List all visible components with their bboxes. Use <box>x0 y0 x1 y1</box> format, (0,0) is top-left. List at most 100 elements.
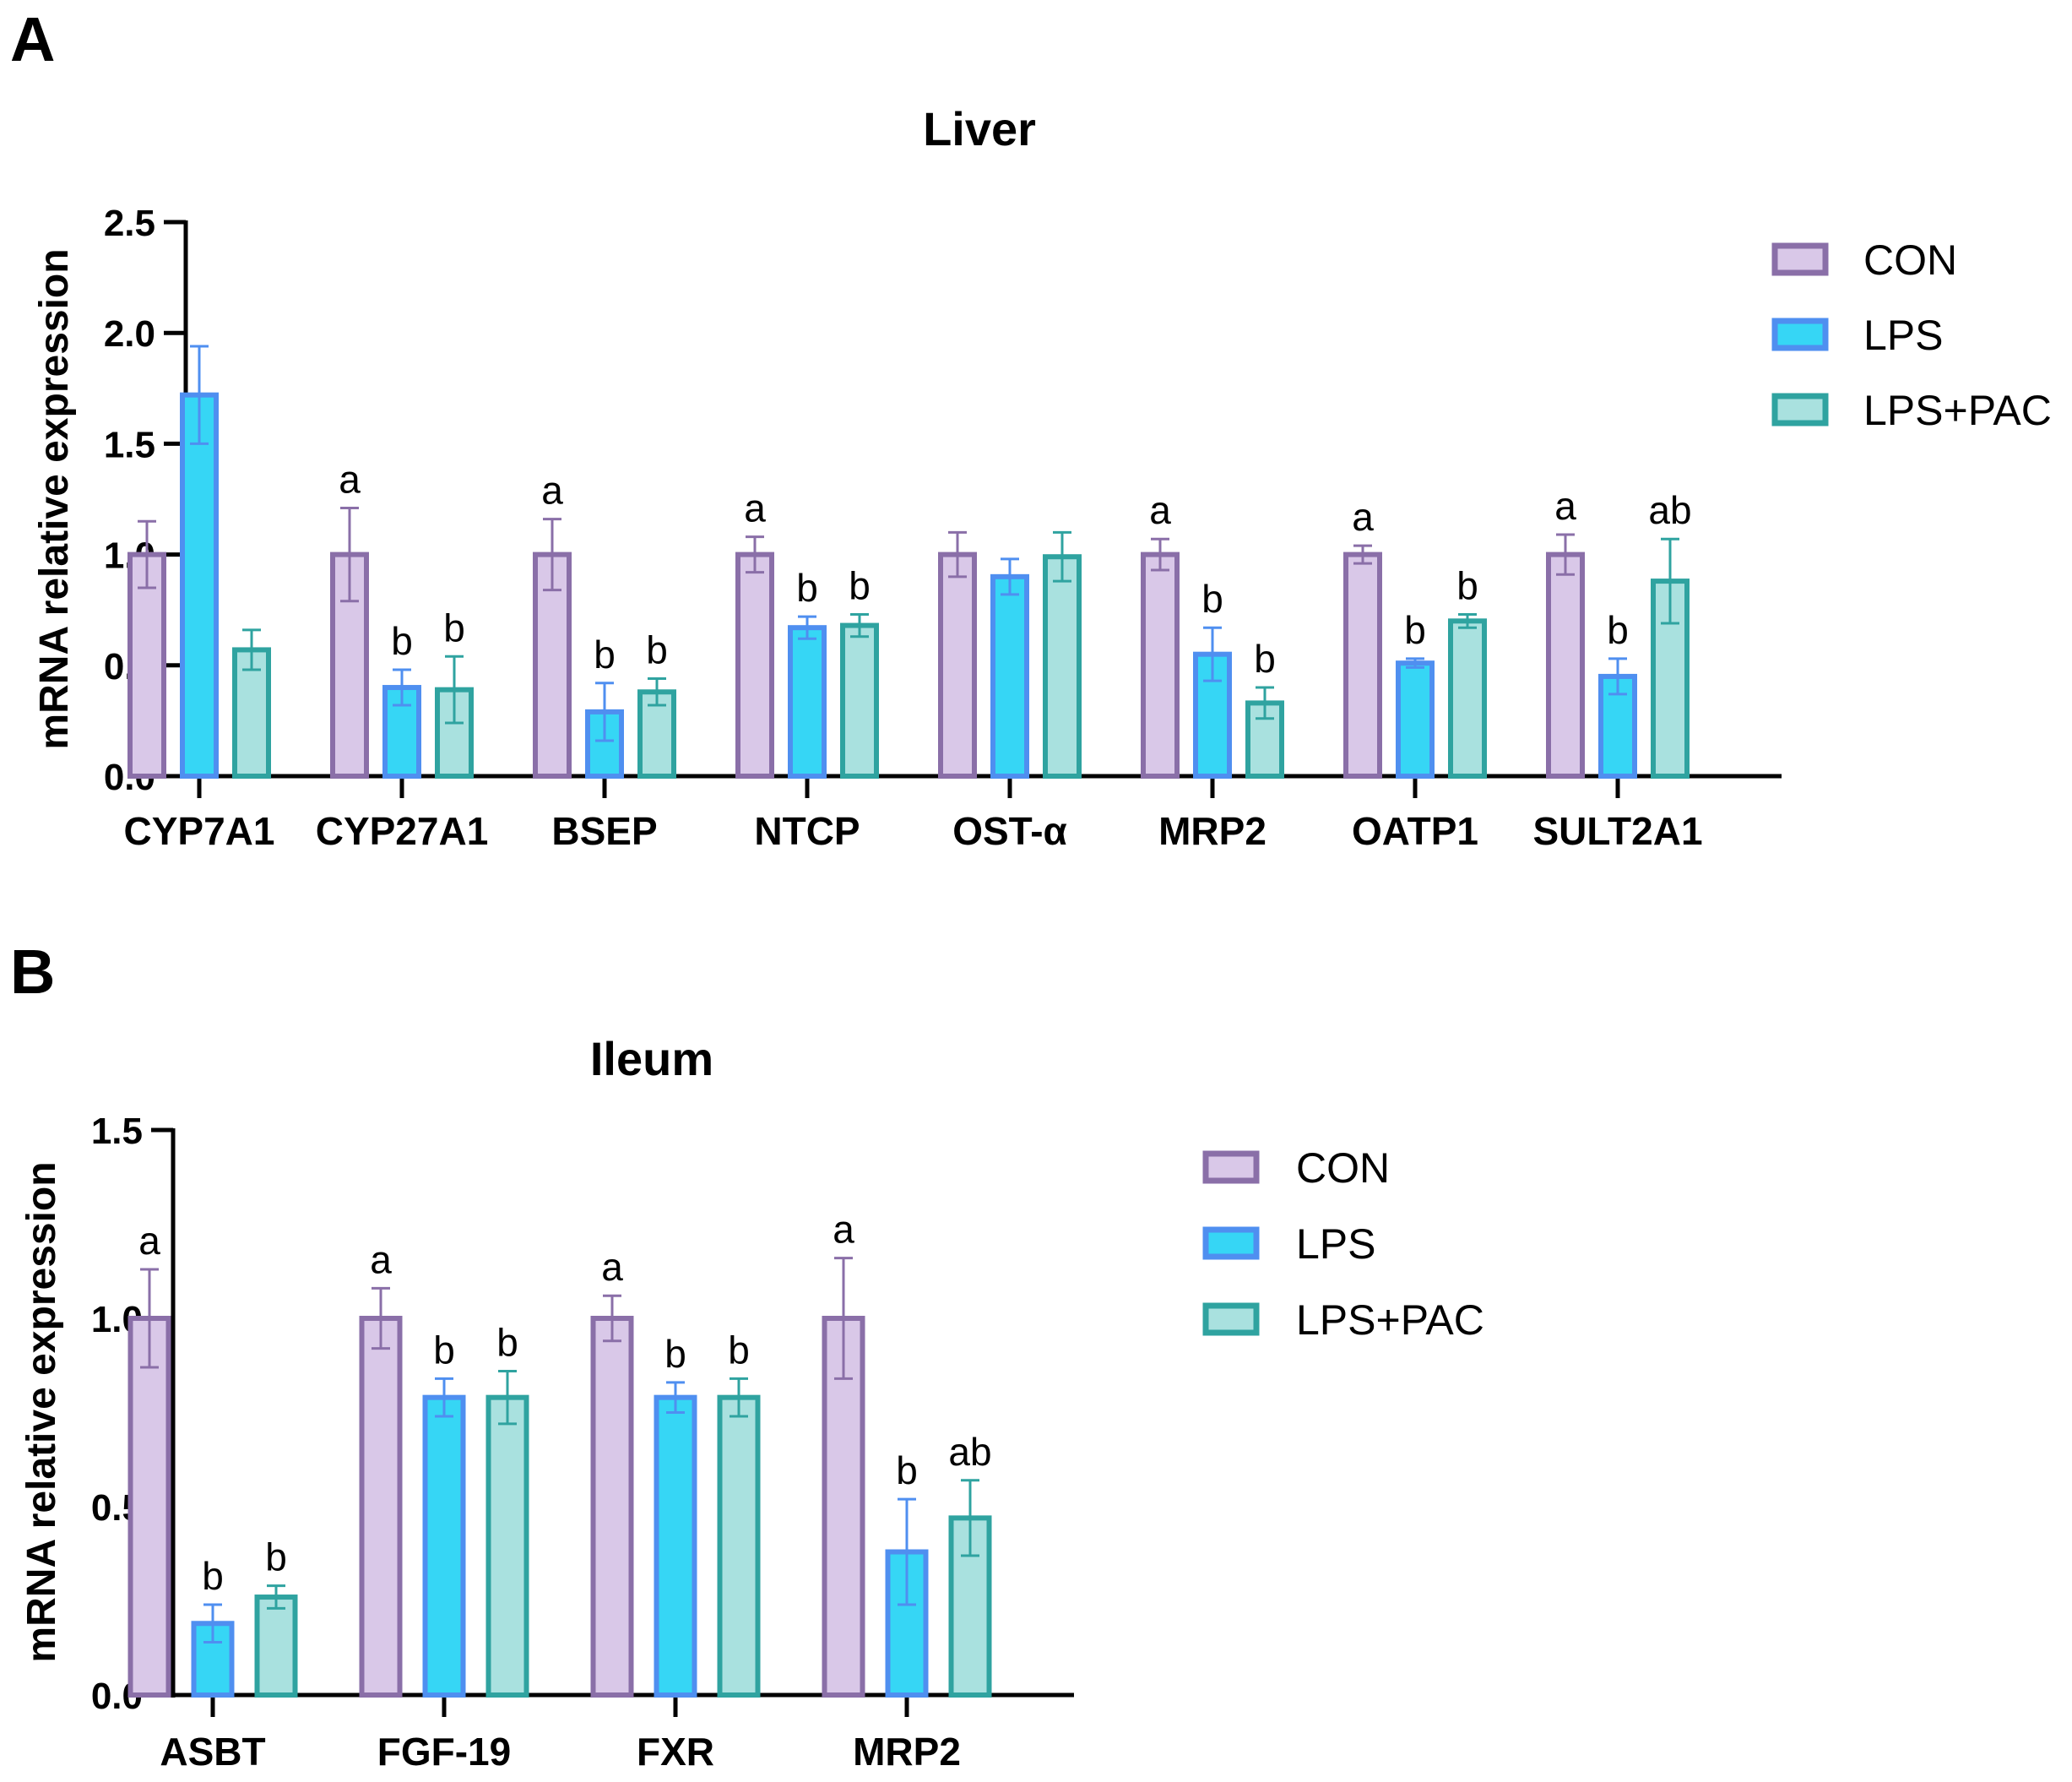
error-bar-con-ntcp <box>746 535 764 574</box>
error-bar-lps-pac-mrp2 <box>1256 686 1274 720</box>
legend-label-lps: LPS <box>1863 312 1944 359</box>
significance-label-lps-pac-cyp27a1: b <box>443 606 465 649</box>
legend-swatch-lps-pac <box>1202 1302 1260 1336</box>
significance-label-con-oatp1: a <box>1352 495 1374 539</box>
error-bar-lps-pac-cyp7a1 <box>242 628 261 671</box>
legend-label-con: CON <box>1296 1144 1390 1192</box>
error-bar-lps-pac-fxr <box>730 1377 748 1418</box>
y-tick-label: 2.0 <box>104 313 155 355</box>
category-label-oatp1: OATP1 <box>1352 809 1478 853</box>
bar-lps-pac-fxr <box>717 1394 761 1698</box>
bar-con-mrp2 <box>1141 551 1180 779</box>
significance-label-lps-pac-ntcp: b <box>849 563 871 607</box>
error-bar-con-bsep <box>543 518 561 592</box>
legend-swatch-con <box>1771 242 1829 276</box>
error-bar-lps-mrp2 <box>1203 626 1222 682</box>
y-tick-label: 1.5 <box>104 424 155 465</box>
error-bar-lps-ost <box>1001 557 1019 596</box>
significance-label-lps-fgf-19: b <box>433 1328 455 1372</box>
error-bar-lps-pac-ost <box>1053 530 1071 583</box>
bar-con-sult2a1 <box>1546 551 1585 779</box>
error-bar-lps-mrp2 <box>898 1497 916 1606</box>
category-label-mrp2: MRP2 <box>853 1730 961 1774</box>
category-label-ntcp: NTCP <box>754 809 860 853</box>
error-bar-con-ost <box>948 530 967 579</box>
error-bar-con-fxr <box>603 1294 621 1343</box>
category-label-sult2a1: SULT2A1 <box>1532 809 1702 853</box>
error-bar-lps-oatp1 <box>1406 657 1424 669</box>
significance-label-con-sult2a1: a <box>1554 484 1576 528</box>
bar-lps-pac-sult2a1 <box>1651 579 1690 780</box>
category-label-asbt: ASBT <box>160 1730 265 1774</box>
legend-label-lps-pac: LPS+PAC <box>1863 387 2052 434</box>
significance-label-lps-ntcp: b <box>796 566 818 610</box>
significance-label-lps-bsep: b <box>594 633 616 676</box>
bar-lps-sult2a1 <box>1598 673 1637 779</box>
bar-con-ntcp <box>735 551 774 779</box>
category-label-fxr: FXR <box>637 1730 714 1774</box>
y-axis-label: mRNA relative expression <box>19 1161 64 1662</box>
error-bar-con-fgf-19 <box>372 1286 390 1350</box>
error-bar-lps-pac-cyp27a1 <box>445 655 464 725</box>
legend-label-lps-pac: LPS+PAC <box>1296 1296 1484 1344</box>
error-bar-lps-pac-bsep <box>648 677 666 707</box>
y-axis-label: mRNA relative expression <box>32 248 77 749</box>
legend-swatch-lps <box>1771 318 1829 351</box>
bar-con-fxr <box>590 1316 634 1698</box>
bar-con-asbt <box>127 1316 171 1698</box>
significance-label-con-ntcp: a <box>744 486 766 530</box>
chart-title: Ileum <box>590 1032 713 1085</box>
bar-lps-ost <box>990 573 1029 780</box>
error-bar-lps-fxr <box>666 1381 685 1414</box>
bar-con-mrp2 <box>822 1316 865 1698</box>
error-bar-con-oatp1 <box>1353 544 1372 565</box>
significance-label-con-cyp27a1: a <box>339 457 361 501</box>
legend-label-con: CON <box>1863 236 1957 284</box>
bar-con-oatp1 <box>1343 551 1382 779</box>
significance-label-lps-pac-fgf-19: b <box>496 1320 518 1364</box>
bar-lps-pac-oatp1 <box>1448 618 1487 779</box>
error-bar-lps-cyp27a1 <box>393 668 411 707</box>
error-bar-con-sult2a1 <box>1556 533 1575 576</box>
significance-label-con-bsep: a <box>541 469 563 513</box>
error-bar-con-mrp2 <box>1151 537 1169 572</box>
category-label-bsep: BSEP <box>551 809 657 853</box>
significance-label-lps-pac-fxr: b <box>728 1328 750 1372</box>
bar-con-fgf-19 <box>359 1316 403 1698</box>
error-bar-lps-bsep <box>595 682 614 742</box>
significance-label-con-asbt: a <box>138 1219 160 1263</box>
error-bar-lps-pac-mrp2 <box>961 1479 979 1557</box>
category-label-cyp7a1: CYP7A1 <box>124 809 275 853</box>
bar-lps-fxr <box>654 1394 697 1698</box>
panel-label-b: B <box>10 937 55 1007</box>
error-bar-con-mrp2 <box>834 1257 853 1380</box>
significance-label-lps-oatp1: b <box>1404 608 1426 652</box>
significance-label-lps-sult2a1: b <box>1607 608 1629 652</box>
y-tick-label: 1.5 <box>91 1111 143 1152</box>
error-bar-con-asbt <box>140 1268 159 1369</box>
error-bar-lps-sult2a1 <box>1608 657 1627 696</box>
bar-lps-fgf-19 <box>422 1394 466 1698</box>
significance-label-con-mrp2: a <box>833 1208 854 1252</box>
bar-con-ost <box>938 551 977 779</box>
error-bar-lps-fgf-19 <box>435 1377 453 1418</box>
significance-label-lps-pac-asbt: b <box>265 1535 287 1579</box>
error-bar-lps-pac-asbt <box>267 1584 285 1610</box>
bar-lps-pac-asbt <box>254 1595 298 1698</box>
category-label-cyp27a1: CYP27A1 <box>316 809 489 853</box>
significance-label-lps-asbt: b <box>202 1554 224 1598</box>
legend-label-lps: LPS <box>1296 1220 1376 1268</box>
error-bar-lps-pac-sult2a1 <box>1661 537 1679 625</box>
significance-label-con-mrp2: a <box>1149 488 1171 532</box>
bar-lps-pac-ost <box>1043 554 1082 779</box>
significance-label-lps-cyp27a1: b <box>391 619 413 663</box>
error-bar-lps-asbt <box>203 1603 222 1644</box>
significance-label-lps-fxr: b <box>664 1332 686 1376</box>
error-bar-lps-pac-ntcp <box>850 612 869 638</box>
significance-label-lps-pac-bsep: b <box>646 628 668 672</box>
significance-label-lps-pac-mrp2: b <box>1254 637 1276 681</box>
bar-con-bsep <box>533 551 572 779</box>
